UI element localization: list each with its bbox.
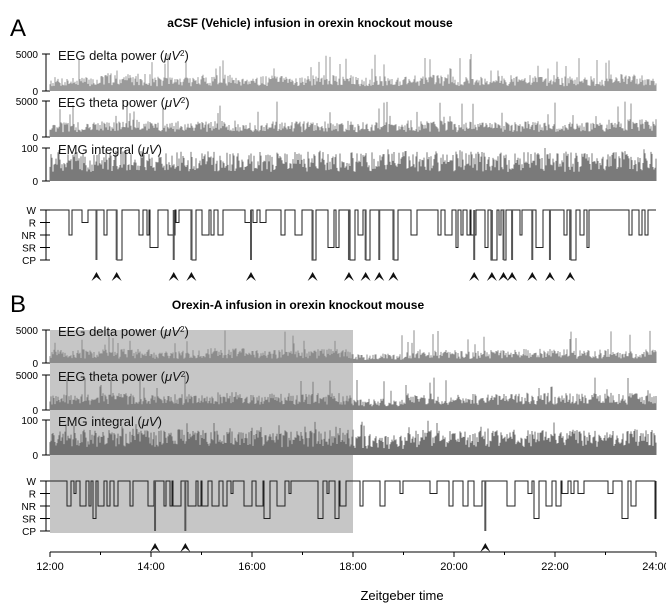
track-label: EEG delta power (μV2) xyxy=(58,48,189,63)
track-label: EMG integral (μV) xyxy=(58,414,162,429)
y-tick-label: 5000 xyxy=(16,371,39,382)
x-axis: 12:00 14:00 16:00 18:00 20:00 22:00 24:00 xyxy=(36,551,666,573)
cataplexy-arrow xyxy=(245,272,256,281)
state-label: R xyxy=(29,219,36,230)
y-tick-label: 0 xyxy=(32,406,38,417)
cataplexy-arrow xyxy=(486,272,497,281)
cataplexy-arrow xyxy=(565,272,576,281)
trace-delta xyxy=(49,330,657,363)
panel-label-a: A xyxy=(10,15,26,42)
cataplexy-arrow xyxy=(168,272,179,281)
track-delta: 5000 0 EEG delta power (μV2) xyxy=(16,324,657,370)
track-emg: 100 0 EMG integral (μV) xyxy=(21,142,657,188)
x-tick-label: 24:00 xyxy=(642,561,666,573)
cataplexy-arrow xyxy=(91,272,102,281)
cataplexy-arrow xyxy=(374,272,385,281)
cataplexy-arrow xyxy=(343,272,354,281)
state-label: NR xyxy=(22,502,36,513)
state-label: CP xyxy=(22,256,36,267)
y-tick-label: 0 xyxy=(32,133,38,144)
track-theta: 5000 0 EEG theta power (μV2) xyxy=(16,95,657,144)
y-tick-label: 0 xyxy=(32,177,38,188)
y-tick-label: 100 xyxy=(21,416,38,427)
trace-emg xyxy=(49,420,657,455)
state-label: W xyxy=(27,206,37,217)
y-tick-label: 0 xyxy=(32,87,38,98)
y-tick-label: 5000 xyxy=(16,97,39,108)
track-label: EMG integral (μV) xyxy=(58,142,162,157)
state-label: NR xyxy=(22,231,36,242)
cataplexy-arrow xyxy=(544,272,555,281)
x-axis-label: Zeitgeber time xyxy=(360,588,443,603)
trace-theta xyxy=(49,375,657,410)
panel-label-b: B xyxy=(10,291,26,318)
cataplexy-arrow xyxy=(388,272,399,281)
x-tick-label: 14:00 xyxy=(137,561,165,573)
track-delta: 5000 0 EEG delta power (μV2) xyxy=(16,48,657,98)
cataplexy-arrow xyxy=(498,272,509,281)
cataplexy-arrow xyxy=(527,272,538,281)
cataplexy-arrow xyxy=(360,272,371,281)
track-label: EEG delta power (μV2) xyxy=(58,324,189,339)
state-label: SR xyxy=(22,515,36,526)
cataplexy-arrow xyxy=(150,543,161,552)
x-tick-label: 16:00 xyxy=(238,561,266,573)
cataplexy-arrow xyxy=(507,272,518,281)
cataplexy-arrow xyxy=(307,272,318,281)
track-label: EEG theta power (μV2) xyxy=(58,95,190,110)
cataplexy-arrow xyxy=(186,272,197,281)
panel-a-title: aCSF (Vehicle) infusion in orexin knocko… xyxy=(167,16,453,30)
state-label: SR xyxy=(22,244,36,255)
cataplexy-arrow xyxy=(480,543,491,552)
trace-emg xyxy=(49,148,657,181)
track-label: EEG theta power (μV2) xyxy=(58,369,190,384)
y-tick-label: 0 xyxy=(32,359,38,370)
x-tick-label: 18:00 xyxy=(339,561,367,573)
y-tick-label: 0 xyxy=(32,451,38,462)
trace-delta xyxy=(49,54,657,91)
cataplexy-arrow xyxy=(180,543,191,552)
x-tick-label: 20:00 xyxy=(440,561,468,573)
hypnogram-trace xyxy=(50,480,657,519)
state-label: CP xyxy=(22,527,36,538)
cataplexy-arrow xyxy=(111,272,122,281)
y-tick-label: 5000 xyxy=(16,326,39,337)
x-tick-label: 22:00 xyxy=(541,561,569,573)
cataplexy-arrow xyxy=(469,272,480,281)
hypnogram-trace xyxy=(50,209,656,261)
x-tick-label: 12:00 xyxy=(36,561,64,573)
state-label: R xyxy=(29,490,36,501)
track-theta: 5000 0 EEG theta power (μV2) xyxy=(16,369,657,417)
trace-theta xyxy=(49,101,657,137)
panel-b-title: Orexin-A infusion in orexin knockout mou… xyxy=(172,298,425,312)
y-tick-label: 100 xyxy=(21,144,38,155)
track-emg: 100 0 EMG integral (μV) xyxy=(21,414,657,462)
state-label: W xyxy=(27,477,37,488)
y-tick-label: 5000 xyxy=(16,50,39,61)
